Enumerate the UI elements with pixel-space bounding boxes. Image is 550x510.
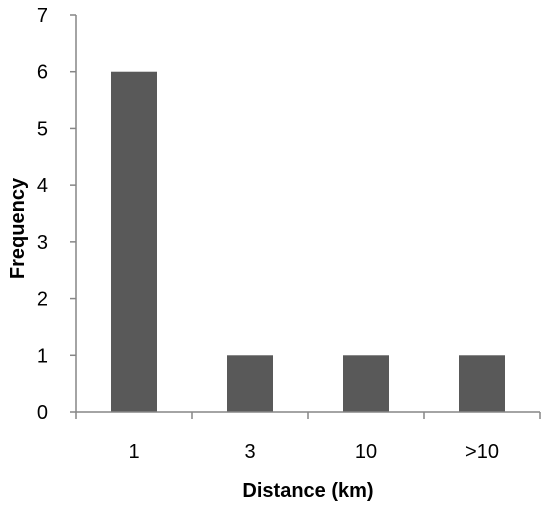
bar-10 — [343, 355, 389, 412]
y-tick-label: 6 — [37, 62, 48, 84]
y-tick-label: 2 — [37, 289, 48, 311]
x-axis-ticks — [75, 412, 541, 419]
x-tick-label: 3 — [244, 441, 255, 463]
y-tick-label: 1 — [37, 345, 48, 367]
y-tick-label: 5 — [37, 118, 48, 140]
y-tick-label: 0 — [37, 402, 48, 424]
y-tick-label: 4 — [37, 175, 48, 197]
bar->10 — [459, 355, 505, 412]
bars — [111, 71, 505, 412]
y-tick-label: 7 — [37, 5, 48, 27]
bar-1 — [111, 71, 157, 412]
y-axis-ticks — [70, 14, 76, 413]
y-tick-label: 3 — [37, 232, 48, 254]
bar-3 — [227, 355, 273, 412]
x-tick-label: 10 — [355, 441, 377, 463]
y-axis-title: Frequency — [7, 177, 29, 279]
x-axis-tick-labels: 1 3 10 >10 — [128, 441, 499, 463]
x-axis-title: Distance (km) — [242, 480, 373, 502]
x-tick-label: 1 — [128, 441, 139, 463]
x-tick-label: >10 — [465, 441, 499, 463]
y-axis-tick-labels: 0 1 2 3 4 5 6 7 — [37, 5, 48, 424]
